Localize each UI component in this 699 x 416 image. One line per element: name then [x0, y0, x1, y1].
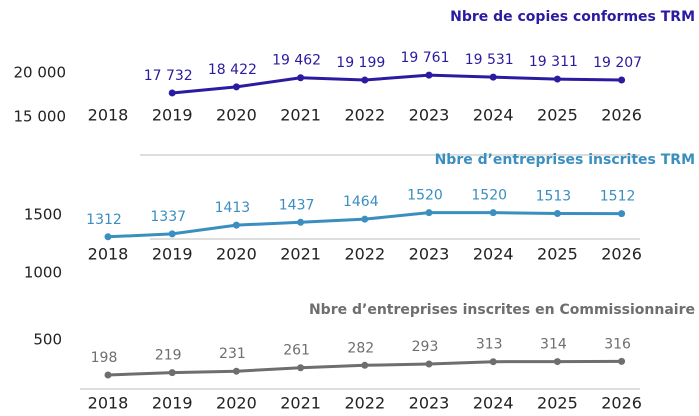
point [553, 358, 561, 366]
x-tick-label: 2018 [88, 394, 129, 413]
point [297, 218, 305, 226]
point [232, 83, 240, 91]
x-tick-label: 2022 [344, 245, 385, 264]
point [104, 233, 112, 241]
point [361, 361, 369, 369]
x-tick-label: 2024 [473, 394, 514, 413]
value-label: 19 761 [401, 50, 450, 66]
value-label: 1437 [279, 197, 315, 213]
x-tick-label: 2024 [473, 245, 514, 264]
x-tick-label: 2021 [280, 106, 321, 125]
value-label: 19 207 [593, 55, 642, 71]
value-label: 19 462 [272, 53, 321, 69]
x-tick-label: 2019 [152, 394, 193, 413]
value-label: 293 [412, 339, 439, 355]
point [425, 71, 433, 79]
value-label: 316 [604, 336, 631, 352]
value-label: 1464 [343, 194, 379, 210]
value-label: 19 199 [336, 55, 385, 71]
value-label: 314 [540, 337, 567, 353]
x-tick-label: 2023 [409, 106, 450, 125]
value-label: 19 311 [529, 54, 578, 70]
x-tick-label: 2018 [88, 106, 129, 125]
point [168, 89, 176, 97]
chart-title: Nbre d’entreprises inscrites TRM [435, 152, 695, 168]
x-tick-label: 2025 [537, 394, 578, 413]
point [553, 75, 561, 83]
y-tick-label: 1500 [24, 206, 62, 224]
y-tick-label: 20 000 [14, 64, 67, 82]
chart-title: Nbre d’entreprises inscrites en Commissi… [309, 302, 695, 318]
value-label: 219 [155, 348, 182, 364]
value-label: 261 [283, 343, 310, 359]
point [425, 209, 433, 217]
point [618, 76, 626, 84]
point [489, 73, 497, 81]
point [232, 221, 240, 229]
x-tick-label: 2020 [216, 394, 257, 413]
point [553, 209, 561, 217]
x-tick-label: 2026 [601, 245, 642, 264]
point [361, 215, 369, 223]
x-tick-label: 2021 [280, 245, 321, 264]
x-tick-label: 2023 [409, 245, 450, 264]
y-tick-label: 15 000 [14, 108, 67, 126]
x-tick-label: 2026 [601, 394, 642, 413]
x-tick-label: 2025 [537, 106, 578, 125]
point [168, 230, 176, 238]
x-tick-label: 2025 [537, 245, 578, 264]
x-tick-label: 2022 [344, 394, 385, 413]
value-label: 1413 [215, 200, 251, 216]
point [425, 360, 433, 368]
x-tick-label: 2024 [473, 106, 514, 125]
point [168, 369, 176, 377]
x-tick-label: 2022 [344, 106, 385, 125]
value-label: 17 732 [144, 68, 193, 84]
point [297, 364, 305, 372]
value-label: 231 [219, 346, 246, 362]
chart-title: Nbre de copies conformes TRM [450, 9, 695, 25]
value-label: 1512 [600, 189, 636, 205]
value-label: 1513 [536, 188, 572, 204]
point [489, 358, 497, 366]
value-label: 282 [347, 340, 374, 356]
x-tick-label: 2026 [601, 106, 642, 125]
x-tick-label: 2019 [152, 106, 193, 125]
x-tick-label: 2018 [88, 245, 129, 264]
value-label: 1520 [407, 188, 443, 204]
value-label: 1337 [150, 209, 186, 225]
value-label: 198 [91, 350, 118, 366]
point [297, 74, 305, 82]
point [489, 209, 497, 217]
series-line [172, 73, 622, 95]
point [618, 357, 626, 365]
point [232, 367, 240, 375]
point [361, 76, 369, 84]
x-tick-label: 2023 [409, 394, 450, 413]
y-tick-label: 500 [33, 331, 62, 349]
value-label: 1520 [471, 188, 507, 204]
x-tick-label: 2019 [152, 245, 193, 264]
value-label: 19 531 [465, 52, 514, 68]
x-tick-label: 2020 [216, 106, 257, 125]
point [104, 371, 112, 379]
x-tick-label: 2021 [280, 394, 321, 413]
value-label: 18 422 [208, 62, 257, 78]
y-tick-label: 1000 [24, 264, 62, 282]
point [618, 210, 626, 218]
value-label: 1312 [86, 212, 122, 228]
x-tick-label: 2020 [216, 245, 257, 264]
value-label: 313 [476, 337, 503, 353]
